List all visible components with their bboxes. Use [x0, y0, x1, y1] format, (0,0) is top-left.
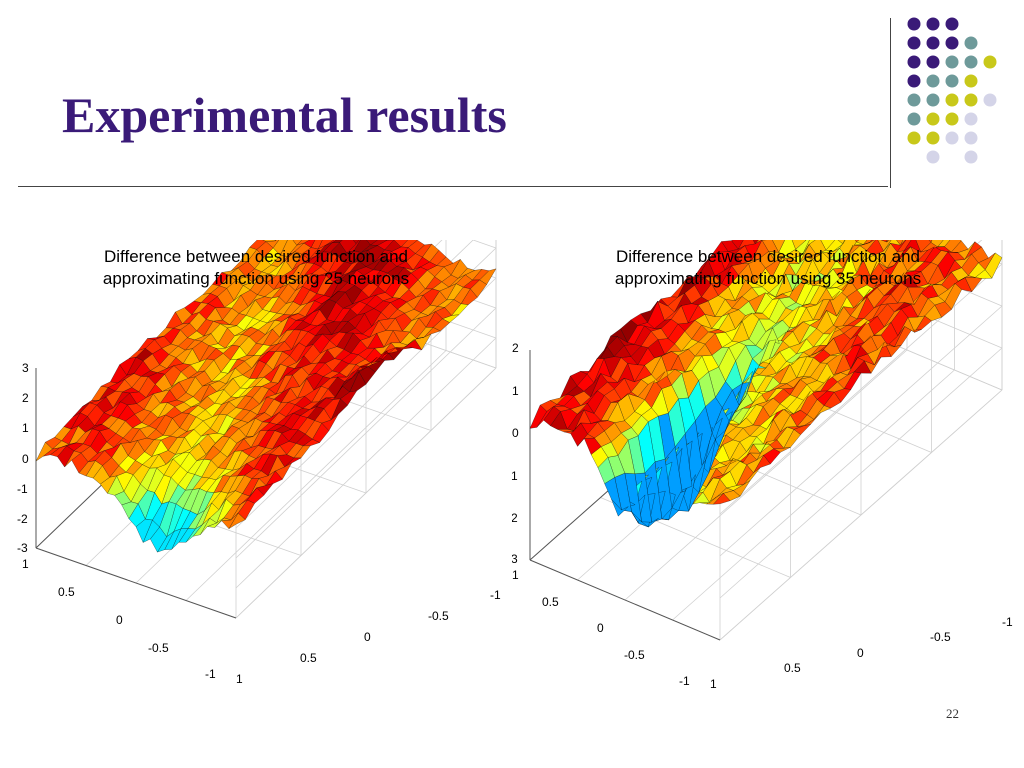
title-underline — [18, 186, 888, 187]
z-tick: -1 — [17, 482, 28, 496]
plot-title-line-1: Difference between desired function and — [616, 247, 920, 266]
decorative-dot — [983, 55, 997, 69]
z-tick: -3 — [512, 552, 518, 566]
surface-plot-svg: 2 1 0 -1 -2 -3 1 0.5 0 -0.5 -1 1 0.5 0 -… — [507, 99, 1013, 691]
grid-line — [185, 350, 447, 601]
decorative-dot — [907, 36, 921, 50]
decorative-dot-grid — [907, 17, 997, 164]
y-tick: 1 — [512, 568, 519, 582]
decorative-dot — [926, 17, 940, 31]
grid-line — [672, 369, 955, 621]
decorative-dot — [907, 93, 921, 107]
grid-line — [719, 305, 1003, 557]
decorative-dot — [964, 112, 978, 126]
surface-plot-25-neurons: Difference between desired function and … — [0, 117, 512, 700]
decorative-dot — [964, 74, 978, 88]
decorative-dot — [926, 55, 940, 69]
x-tick: -1 — [490, 588, 501, 602]
y-tick: -0.5 — [148, 641, 169, 655]
decorative-dot — [926, 74, 940, 88]
x-tick: 1 — [710, 677, 717, 691]
decorative-dot — [945, 17, 959, 31]
plot-title-line-1: Difference between desired function and — [104, 247, 408, 266]
decorative-dot — [945, 112, 959, 126]
axis-ticks: 3 2 1 0 -1 -2 -3 1 0.5 0 -0.5 -1 1 0.5 0… — [17, 361, 501, 686]
grid-line — [235, 307, 497, 559]
decorative-dot — [907, 112, 921, 126]
decorative-dot — [945, 74, 959, 88]
page-number: 22 — [946, 706, 959, 721]
y-tick: -0.5 — [624, 648, 645, 662]
x-tick: -1 — [1002, 615, 1013, 629]
grid-line — [719, 347, 1003, 599]
surface-plot-35-neurons: Difference between desired function and … — [507, 99, 1024, 700]
axis-ticks: 2 1 0 -1 -2 -3 1 0.5 0 -0.5 -1 1 0.5 0 -… — [507, 341, 1013, 691]
decorative-dot — [945, 93, 959, 107]
decorative-dot — [964, 93, 978, 107]
decorative-dot — [964, 131, 978, 145]
z-tick: 2 — [22, 391, 29, 405]
decorative-dot — [926, 131, 940, 145]
z-tick: 3 — [22, 361, 29, 375]
grid-line — [235, 337, 497, 589]
y-tick: -1 — [679, 674, 690, 688]
x-tick: -0.5 — [930, 630, 951, 644]
decorative-dot — [907, 131, 921, 145]
x-tick: -0.5 — [428, 609, 449, 623]
z-tick: 0 — [512, 426, 519, 440]
x-tick: 0 — [364, 630, 371, 644]
decorative-dot — [945, 36, 959, 50]
x-axis-line — [35, 547, 237, 619]
grid-line — [719, 389, 1003, 641]
z-tick: 0 — [22, 452, 29, 466]
decorative-dot — [983, 93, 997, 107]
plot-title-line-2: approximating function using 35 neurons — [614, 269, 922, 289]
y-tick: 0.5 — [542, 595, 559, 609]
z-tick: -3 — [17, 541, 28, 555]
y-tick: 0 — [597, 621, 604, 635]
plot-title: Difference between desired function and … — [0, 246, 512, 290]
surface-facet — [35, 441, 53, 462]
x-tick: 0.5 — [784, 661, 801, 675]
decorative-dot — [907, 74, 921, 88]
x-tick: 0.5 — [300, 651, 317, 665]
plot-title: Difference between desired function and … — [512, 246, 1024, 290]
slide-title: Experimental results — [62, 87, 507, 143]
y-tick: 0 — [116, 613, 123, 627]
surface-mesh — [35, 203, 497, 553]
grid-line — [719, 263, 1003, 515]
decorative-dot — [926, 150, 940, 164]
z-tick: -2 — [17, 512, 28, 526]
decorative-dot — [945, 131, 959, 145]
surface-plot-svg: 3 2 1 0 -1 -2 -3 1 0.5 0 -0.5 -1 1 0.5 0… — [17, 117, 501, 686]
z-tick: -1 — [512, 469, 518, 483]
x-tick: 1 — [236, 672, 243, 686]
plot-title-line-2: approximating function using 25 neurons — [102, 269, 410, 289]
decorative-dot — [926, 93, 940, 107]
decorative-dot — [945, 55, 959, 69]
z-tick: 1 — [512, 384, 519, 398]
decorative-dot — [926, 36, 940, 50]
decorative-dot — [964, 55, 978, 69]
y-tick: -1 — [205, 667, 216, 681]
z-tick: -2 — [512, 511, 518, 525]
decorative-dot — [907, 55, 921, 69]
decorative-dot — [907, 17, 921, 31]
y-tick: 1 — [22, 557, 29, 571]
decorative-dot — [964, 150, 978, 164]
x-axis-line — [529, 559, 721, 641]
grid-line — [235, 367, 497, 619]
x-tick: 0 — [857, 646, 864, 660]
z-tick: 2 — [512, 341, 519, 355]
surface-facet — [529, 404, 548, 429]
y-tick: 0.5 — [58, 585, 75, 599]
decorative-dot — [964, 36, 978, 50]
decorative-dot — [926, 112, 940, 126]
corner-divider — [890, 18, 891, 188]
z-tick: 1 — [22, 421, 29, 435]
